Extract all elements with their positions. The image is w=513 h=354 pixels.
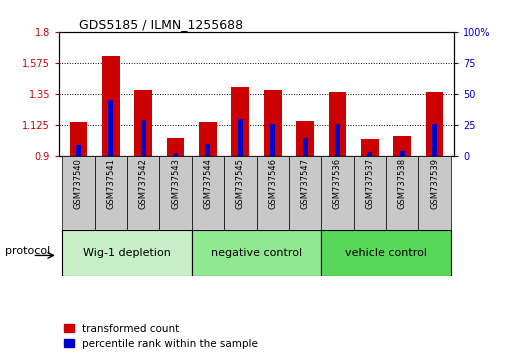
Text: GSM737537: GSM737537 bbox=[365, 158, 374, 209]
Text: GSM737544: GSM737544 bbox=[204, 158, 212, 209]
Text: GSM737547: GSM737547 bbox=[301, 158, 309, 209]
Bar bbox=[393, 137, 411, 156]
Bar bbox=[108, 100, 113, 156]
Bar bbox=[400, 151, 405, 156]
Bar bbox=[192, 156, 224, 230]
Bar bbox=[205, 144, 210, 156]
Bar bbox=[94, 156, 127, 230]
Bar bbox=[426, 92, 443, 156]
Bar bbox=[256, 156, 289, 230]
Legend: transformed count, percentile rank within the sample: transformed count, percentile rank withi… bbox=[64, 324, 258, 349]
Bar bbox=[328, 92, 346, 156]
Text: GSM737545: GSM737545 bbox=[236, 158, 245, 209]
Bar bbox=[270, 124, 275, 156]
Bar bbox=[127, 156, 160, 230]
Bar bbox=[238, 119, 243, 156]
Bar bbox=[432, 124, 437, 156]
Text: GSM737540: GSM737540 bbox=[74, 158, 83, 209]
Text: GSM737546: GSM737546 bbox=[268, 158, 277, 209]
Text: GSM737539: GSM737539 bbox=[430, 158, 439, 209]
Bar bbox=[296, 121, 314, 156]
Bar bbox=[62, 230, 192, 276]
Text: GDS5185 / ILMN_1255688: GDS5185 / ILMN_1255688 bbox=[79, 18, 243, 31]
Bar bbox=[224, 156, 256, 230]
Bar bbox=[361, 138, 379, 156]
Bar bbox=[76, 144, 81, 156]
Bar bbox=[303, 138, 308, 156]
Bar bbox=[70, 122, 87, 156]
Bar bbox=[367, 152, 372, 156]
Text: GSM737542: GSM737542 bbox=[139, 158, 148, 209]
Bar bbox=[353, 156, 386, 230]
Bar bbox=[335, 124, 340, 156]
Bar bbox=[62, 156, 94, 230]
Bar bbox=[321, 156, 353, 230]
Bar bbox=[173, 153, 178, 156]
Bar bbox=[141, 120, 146, 156]
Bar bbox=[264, 90, 282, 156]
Text: vehicle control: vehicle control bbox=[345, 248, 427, 258]
Text: protocol: protocol bbox=[5, 246, 50, 256]
Text: negative control: negative control bbox=[211, 248, 302, 258]
Bar bbox=[167, 138, 185, 156]
Bar bbox=[134, 90, 152, 156]
Bar bbox=[192, 230, 321, 276]
Bar bbox=[160, 156, 192, 230]
Bar bbox=[386, 156, 419, 230]
Text: GSM737541: GSM737541 bbox=[106, 158, 115, 209]
Bar bbox=[321, 230, 451, 276]
Bar bbox=[199, 122, 217, 156]
Bar bbox=[102, 56, 120, 156]
Bar bbox=[289, 156, 321, 230]
Text: GSM737536: GSM737536 bbox=[333, 158, 342, 209]
Bar bbox=[231, 87, 249, 156]
Text: GSM737543: GSM737543 bbox=[171, 158, 180, 209]
Bar bbox=[419, 156, 451, 230]
Text: Wig-1 depletion: Wig-1 depletion bbox=[83, 248, 171, 258]
Text: GSM737538: GSM737538 bbox=[398, 158, 407, 209]
